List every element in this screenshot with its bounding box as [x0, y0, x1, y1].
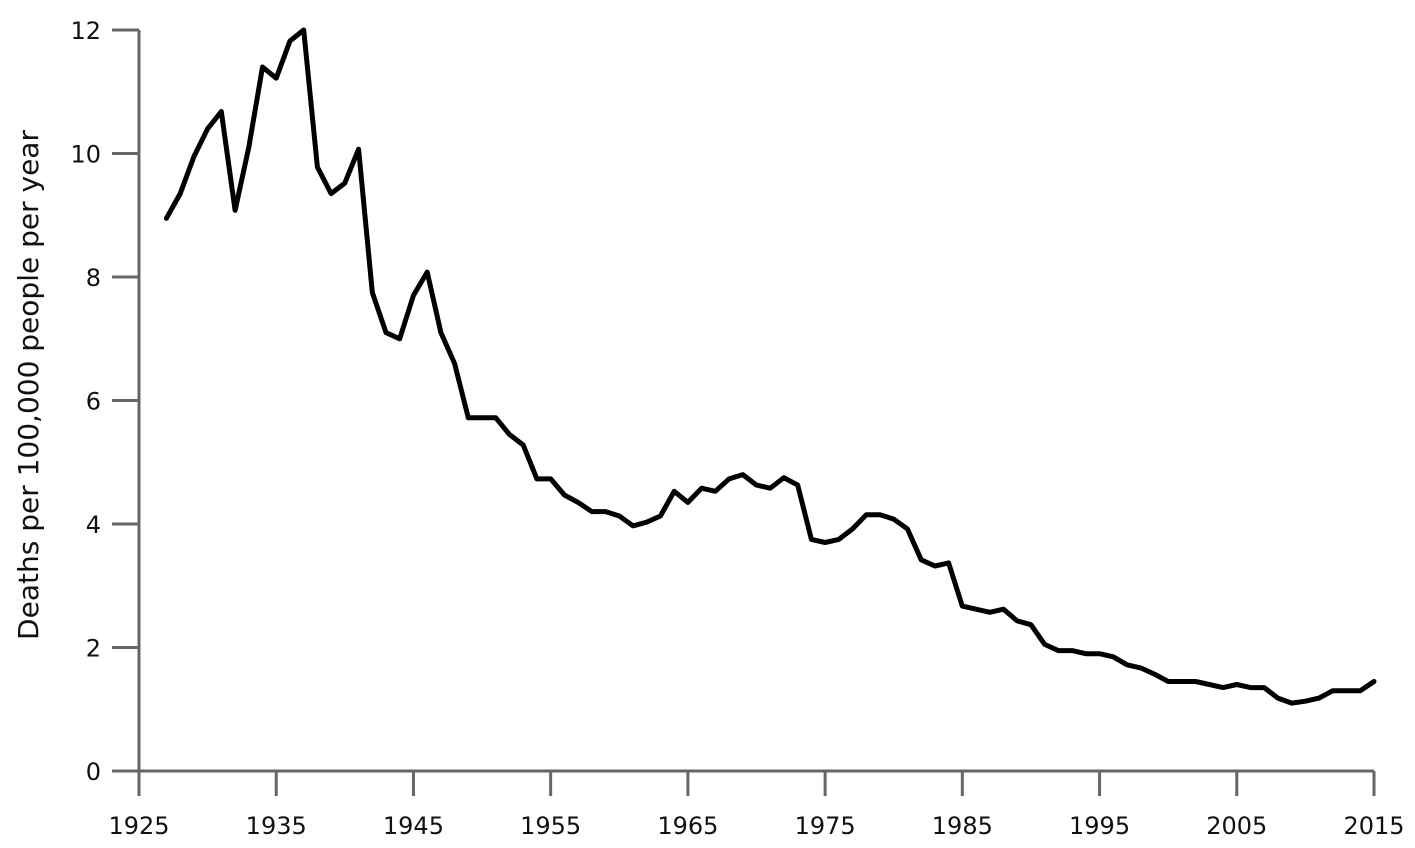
y-tick-label: 0	[86, 758, 101, 786]
x-tick-label: 1975	[795, 812, 856, 840]
x-tick-label: 1955	[520, 812, 581, 840]
x-tick-label: 1925	[108, 812, 169, 840]
x-tick-label: 2005	[1206, 812, 1267, 840]
x-tick-label: 1945	[383, 812, 444, 840]
y-axis: 0 2 4 6 8 10 12	[70, 17, 141, 786]
y-tick-label: 10	[70, 141, 101, 169]
y-axis-title: Deaths per 100,000 people per year	[12, 130, 45, 640]
y-tick-label: 2	[86, 635, 101, 663]
x-tick-label: 1965	[657, 812, 718, 840]
x-tick-label: 1935	[246, 812, 307, 840]
y-tick-label: 6	[86, 388, 101, 416]
series-group	[163, 27, 1377, 706]
series-line	[163, 27, 1377, 706]
x-tick-label: 1985	[932, 812, 993, 840]
x-tick-label: 1995	[1069, 812, 1130, 840]
y-tick-label: 8	[86, 264, 101, 292]
x-axis: 1925 1935 1945 1955 1965 1975 1985 1995 2005 2015	[108, 769, 1405, 840]
y-tick-label: 12	[70, 17, 101, 45]
y-tick-label: 4	[86, 511, 101, 539]
x-tick-label: 2015	[1343, 812, 1404, 840]
